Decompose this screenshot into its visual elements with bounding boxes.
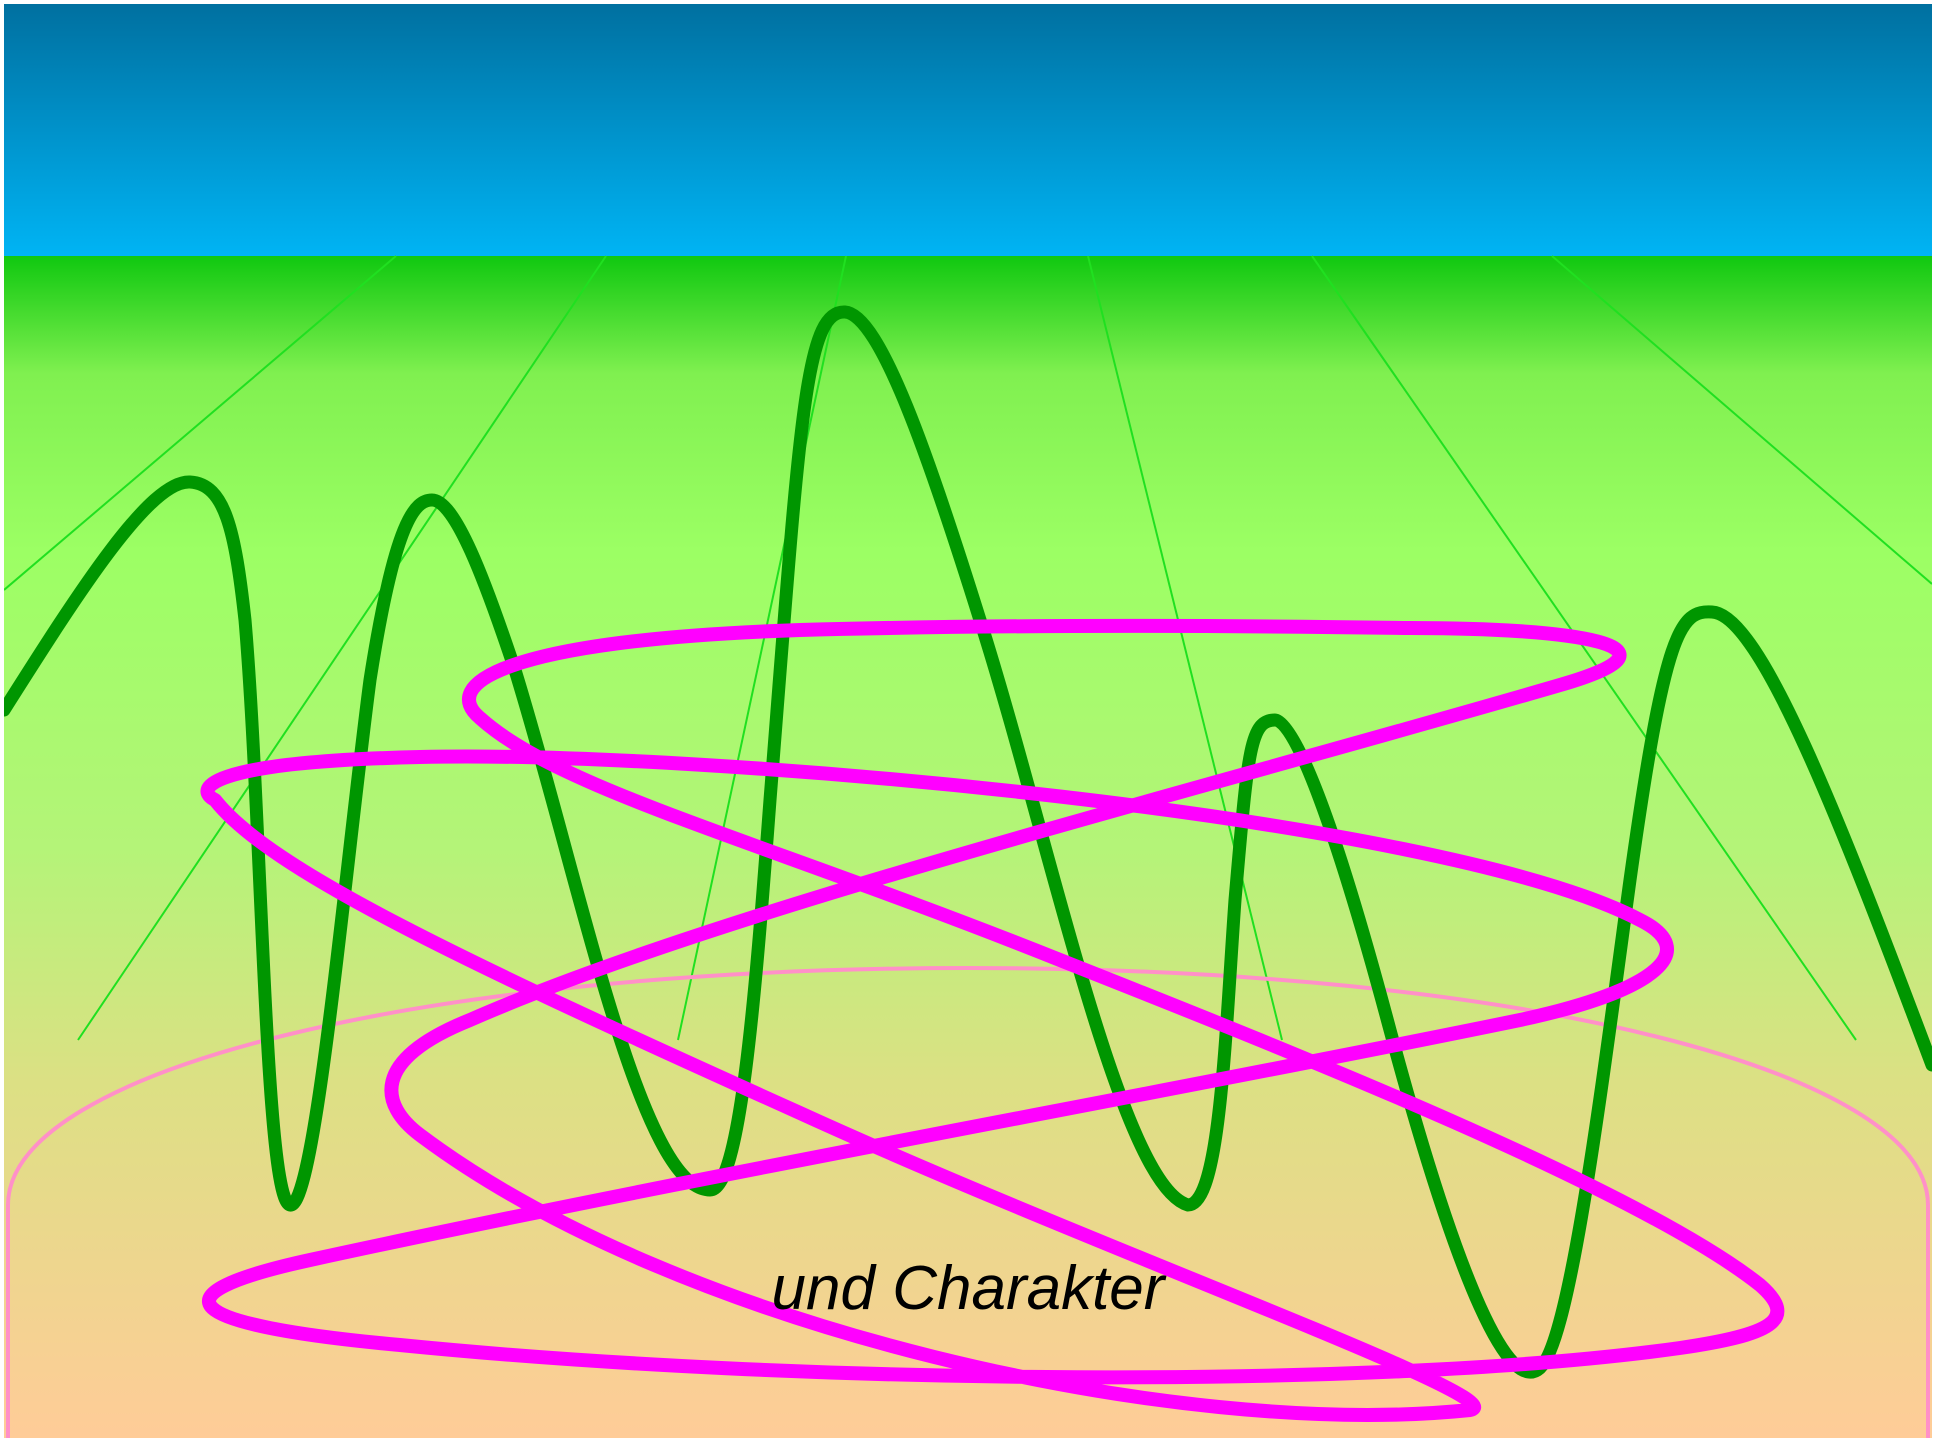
grid-line (77, 255, 607, 1041)
wave-curve (4, 305, 1932, 1379)
caption-text: und Charakter (771, 1254, 1165, 1323)
grid-line (4, 255, 397, 591)
grid-line (1087, 255, 1283, 1041)
spiral-loops (200, 618, 1785, 1422)
perspective-grid (4, 255, 1932, 1041)
sky (4, 4, 1932, 256)
grid-line (1551, 255, 1932, 585)
arch-outline (6, 965, 1930, 1438)
grid-line (1311, 255, 1857, 1041)
grid-line (677, 255, 847, 1041)
